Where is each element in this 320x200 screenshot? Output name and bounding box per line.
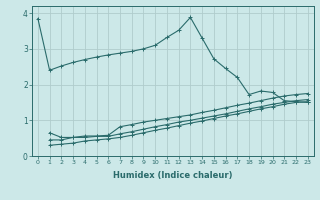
X-axis label: Humidex (Indice chaleur): Humidex (Indice chaleur) — [113, 171, 233, 180]
